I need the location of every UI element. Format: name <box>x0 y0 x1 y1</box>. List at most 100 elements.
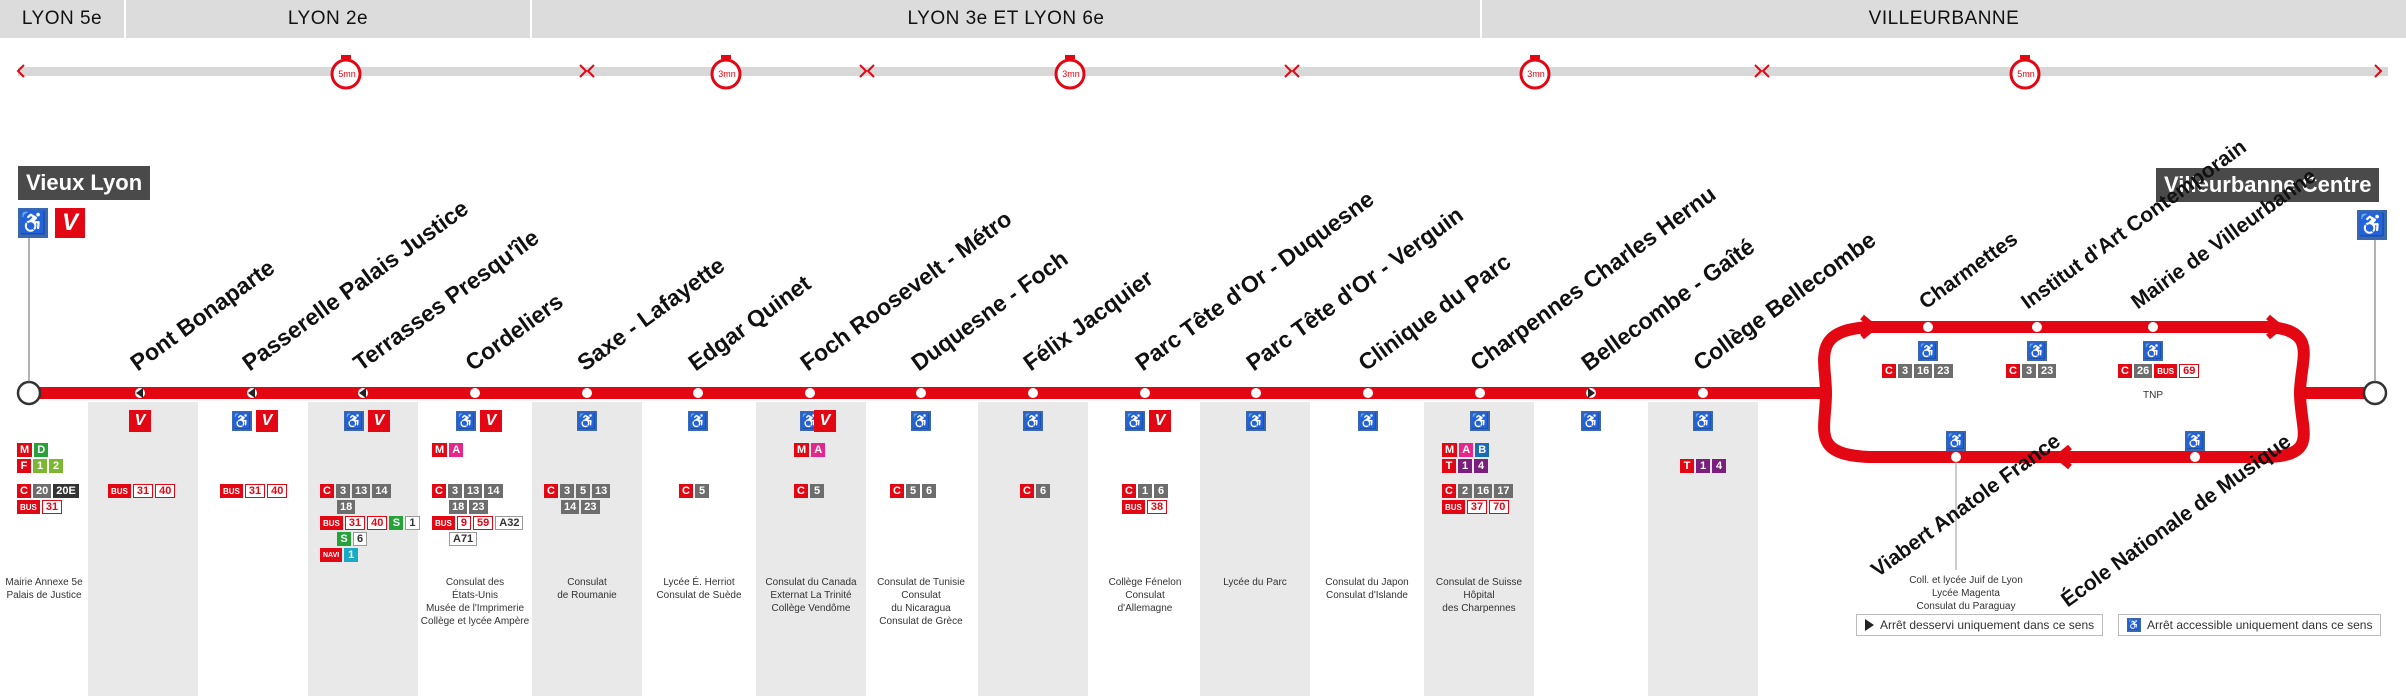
funicular-badge: 1 <box>33 459 47 473</box>
stopwatch-icon <box>2009 55 2041 90</box>
line-badge: 2 <box>1458 484 1472 498</box>
connections-vieux-lyon-funi: F 1 2 <box>17 459 63 473</box>
line-badge: 5 <box>576 484 590 498</box>
funicular-badge: F <box>17 459 31 473</box>
line-badge: 14 <box>484 484 503 498</box>
funicular-badge: 2 <box>49 459 63 473</box>
wheelchair-icon: ♿ <box>1358 411 1378 431</box>
wheelchair-icon: ♿ <box>1581 411 1601 431</box>
connections-vieux-lyon-bus: BUS 31 <box>17 500 63 514</box>
metro-badge: A <box>811 443 826 457</box>
line-badge: C <box>1122 484 1136 498</box>
bus-badge: BUS <box>1122 500 1145 514</box>
line-badge: 6 <box>922 484 936 498</box>
wheelchair-icon: ♿ <box>18 208 48 238</box>
connections-terrasses: C 3 13 14 <box>320 484 391 498</box>
connections-vieux-lyon-c: C 20 20E <box>17 484 79 498</box>
line-badge: 18 <box>337 500 356 514</box>
line-badge: C <box>794 484 808 498</box>
tram-badge: T <box>1680 459 1694 473</box>
column-shade <box>88 402 198 696</box>
line-badge: 1 <box>405 516 420 530</box>
line-badge: C <box>2118 364 2132 378</box>
line-badge: 6 <box>1154 484 1168 498</box>
metro-badge: A <box>449 443 464 457</box>
line-badge: C <box>1442 484 1456 498</box>
stopwatch-icon <box>710 55 742 90</box>
line-badge: A32 <box>495 516 524 530</box>
line-badge: C <box>2006 364 2020 378</box>
note-cordeliers: Consulat des États-Unis Musée de l'Impri… <box>420 577 530 627</box>
district-lyon3-6: LYON 3e ET LYON 6e <box>532 0 1480 38</box>
note-vieux-lyon: Mairie Annexe 5e Palais de Justice <box>5 577 83 601</box>
line-badge: 40 <box>267 484 288 498</box>
line-badge: C <box>890 484 904 498</box>
line-badge: 3 <box>1898 364 1912 378</box>
wheelchair-icon: ♿ <box>2357 210 2387 240</box>
connections-terrasses-2: 18 <box>337 500 356 514</box>
route-loop <box>1818 321 2310 463</box>
note-parc-verguin: Lycée du Parc <box>1223 577 1287 588</box>
velov-icon: V <box>480 410 502 432</box>
line-badge: S <box>389 516 404 530</box>
velov-icon: V <box>256 410 278 432</box>
line-badge: 16 <box>1914 364 1933 378</box>
line-badge: C <box>17 484 31 498</box>
metro-badge: D <box>34 443 49 457</box>
line-badge: 26 <box>2134 364 2153 378</box>
route-line <box>28 387 1828 399</box>
line-badge: 14 <box>561 500 580 514</box>
line-badge: 5 <box>810 484 824 498</box>
line-badge: 23 <box>469 500 488 514</box>
line-badge: 18 <box>449 500 468 514</box>
velov-icon: V <box>814 410 836 432</box>
metro-badge: M <box>432 443 448 457</box>
line-badge: 23 <box>581 500 600 514</box>
column-shade <box>756 402 866 696</box>
line-badge: 1 <box>344 548 359 562</box>
district-villeurbanne: VILLEURBANNE <box>1482 0 2406 38</box>
note-duquesne: Consulat de Tunisie Consulat du Nicaragu… <box>877 577 965 627</box>
connections-felix: C 6 <box>1020 484 1050 498</box>
line-badge: 3 <box>560 484 574 498</box>
wheelchair-icon: ♿ <box>1693 411 1713 431</box>
connections-cordeliers-metro: M A <box>432 443 464 457</box>
connections-passerelle: BUS 31 40 <box>220 484 288 498</box>
bus-badge: BUS <box>2154 364 2178 378</box>
navigone-badge: NAVI <box>320 548 343 562</box>
line-badge: 9 <box>456 516 472 530</box>
line-badge: 31 <box>132 484 154 498</box>
line-badge: 3 <box>448 484 462 498</box>
line-badge: 70 <box>1489 500 1510 514</box>
stopwatch-icon <box>1519 55 1551 90</box>
connections-vieux-lyon: M D <box>17 443 49 457</box>
line-badge: 37 <box>1466 500 1488 514</box>
line-badge: 16 <box>1474 484 1493 498</box>
line-badge: 13 <box>592 484 611 498</box>
one-way-triangle-icon <box>136 388 1595 398</box>
connections-foch-metro: M A <box>794 443 826 457</box>
connections-cordeliers-a71: A71 <box>449 532 478 546</box>
connections-charpennes-tram: T 1 4 <box>1442 459 1488 473</box>
connections-terrasses-bus: BUS 31 40 S 1 <box>320 516 420 530</box>
terminal-end: Villeurbanne Centre <box>2156 168 2380 202</box>
bus-badge: BUS <box>108 484 131 498</box>
note-parc-duquesne: Collège Fénelon Consulat d'Allemagne <box>1108 577 1182 614</box>
tram-badge: T <box>1442 459 1456 473</box>
line-badge: C <box>1020 484 1034 498</box>
line-badge: 3 <box>336 484 350 498</box>
travel-time-label: 3mn <box>1527 69 1545 79</box>
bus-badge: BUS <box>432 516 455 530</box>
line-badge: C <box>679 484 693 498</box>
terminal-start: Vieux Lyon <box>18 166 151 200</box>
tram-badge: 1 <box>1696 459 1710 473</box>
line-badge: C <box>432 484 446 498</box>
metro-badge: A <box>1459 443 1474 457</box>
metro-badge: M <box>794 443 810 457</box>
line-badge: 59 <box>473 516 494 530</box>
line-badge: 31 <box>344 516 366 530</box>
connections-terrasses-navi: NAVI 1 <box>320 548 359 562</box>
wheelchair-icon: ♿ <box>232 411 252 431</box>
line-badge: A71 <box>449 532 478 546</box>
